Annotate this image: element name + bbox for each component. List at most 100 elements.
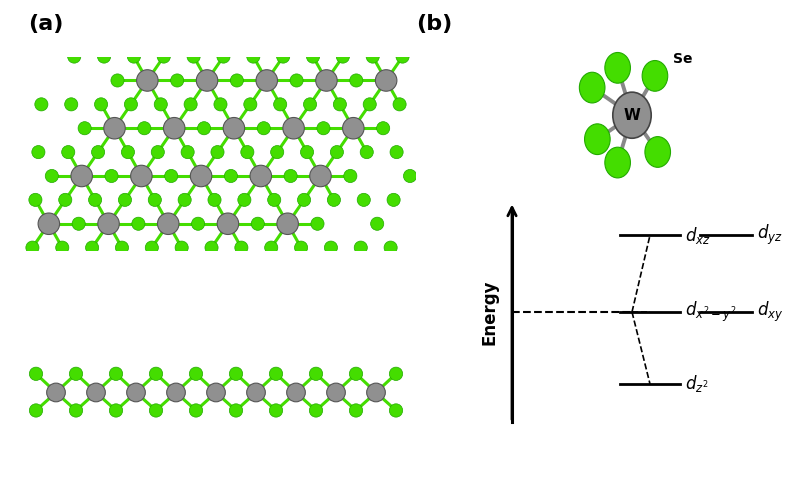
Circle shape <box>132 217 145 230</box>
Circle shape <box>115 241 129 254</box>
Circle shape <box>396 50 409 63</box>
Circle shape <box>58 193 72 206</box>
Circle shape <box>205 241 218 254</box>
Circle shape <box>30 404 42 417</box>
Circle shape <box>605 52 630 83</box>
Circle shape <box>170 74 184 87</box>
Circle shape <box>191 217 205 230</box>
Circle shape <box>283 118 304 139</box>
Circle shape <box>251 217 264 230</box>
Circle shape <box>350 404 362 417</box>
Circle shape <box>344 169 357 182</box>
Circle shape <box>158 213 179 235</box>
Circle shape <box>244 98 257 111</box>
Circle shape <box>327 193 341 206</box>
Circle shape <box>146 241 158 254</box>
Circle shape <box>613 92 651 138</box>
Circle shape <box>370 217 384 230</box>
Circle shape <box>238 193 251 206</box>
Circle shape <box>196 70 218 91</box>
Circle shape <box>270 367 282 381</box>
Circle shape <box>274 98 286 111</box>
Circle shape <box>330 145 343 159</box>
Circle shape <box>122 145 134 159</box>
Circle shape <box>138 121 151 135</box>
Circle shape <box>301 145 314 159</box>
Circle shape <box>317 121 330 135</box>
Circle shape <box>78 121 91 135</box>
Text: Energy: Energy <box>481 279 499 345</box>
Circle shape <box>208 193 221 206</box>
Circle shape <box>184 98 197 111</box>
Circle shape <box>303 98 317 111</box>
Circle shape <box>310 404 322 417</box>
Circle shape <box>86 241 98 254</box>
Circle shape <box>190 404 202 417</box>
Circle shape <box>393 98 406 111</box>
Circle shape <box>94 98 108 111</box>
Circle shape <box>32 145 45 159</box>
Circle shape <box>390 367 402 381</box>
Circle shape <box>217 213 238 235</box>
Text: $d_{xy}$: $d_{xy}$ <box>757 300 783 324</box>
Text: $d_{x^2-y^2}$: $d_{x^2-y^2}$ <box>685 300 736 324</box>
Circle shape <box>311 217 324 230</box>
Circle shape <box>105 169 118 182</box>
Circle shape <box>150 367 162 381</box>
Circle shape <box>270 145 284 159</box>
Circle shape <box>246 383 266 402</box>
Circle shape <box>298 193 310 206</box>
Circle shape <box>223 118 245 139</box>
Circle shape <box>91 145 105 159</box>
Circle shape <box>150 404 162 417</box>
Text: W: W <box>623 108 641 123</box>
Circle shape <box>310 165 331 187</box>
Circle shape <box>256 70 278 91</box>
Circle shape <box>70 404 82 417</box>
Circle shape <box>277 213 298 235</box>
Circle shape <box>294 241 308 254</box>
Circle shape <box>375 70 397 91</box>
Circle shape <box>284 169 297 182</box>
Circle shape <box>110 367 122 381</box>
Circle shape <box>316 70 337 91</box>
Circle shape <box>111 74 124 87</box>
Circle shape <box>30 367 42 381</box>
Circle shape <box>270 404 282 417</box>
Circle shape <box>187 50 200 63</box>
Circle shape <box>605 147 630 178</box>
Circle shape <box>165 169 178 182</box>
Circle shape <box>190 165 212 187</box>
Circle shape <box>326 383 346 402</box>
Circle shape <box>363 98 376 111</box>
Circle shape <box>360 145 374 159</box>
Circle shape <box>387 193 400 206</box>
Circle shape <box>151 145 164 159</box>
Circle shape <box>357 193 370 206</box>
Circle shape <box>366 50 379 63</box>
Circle shape <box>46 383 66 402</box>
Circle shape <box>336 50 350 63</box>
Circle shape <box>265 241 278 254</box>
Circle shape <box>277 50 290 63</box>
Circle shape <box>390 404 402 417</box>
Circle shape <box>35 98 48 111</box>
Circle shape <box>579 72 605 103</box>
Circle shape <box>190 367 202 381</box>
Circle shape <box>306 50 319 63</box>
Circle shape <box>130 165 152 187</box>
Circle shape <box>62 145 75 159</box>
Circle shape <box>98 213 119 235</box>
Circle shape <box>342 118 364 139</box>
Text: $d_{z^2}$: $d_{z^2}$ <box>685 373 708 395</box>
Text: (a): (a) <box>28 14 63 35</box>
Circle shape <box>29 193 42 206</box>
Circle shape <box>384 241 397 254</box>
Circle shape <box>163 118 185 139</box>
Circle shape <box>217 50 230 63</box>
Circle shape <box>645 137 670 168</box>
Circle shape <box>86 383 106 402</box>
Circle shape <box>118 193 131 206</box>
Circle shape <box>38 213 59 235</box>
Circle shape <box>268 193 281 206</box>
